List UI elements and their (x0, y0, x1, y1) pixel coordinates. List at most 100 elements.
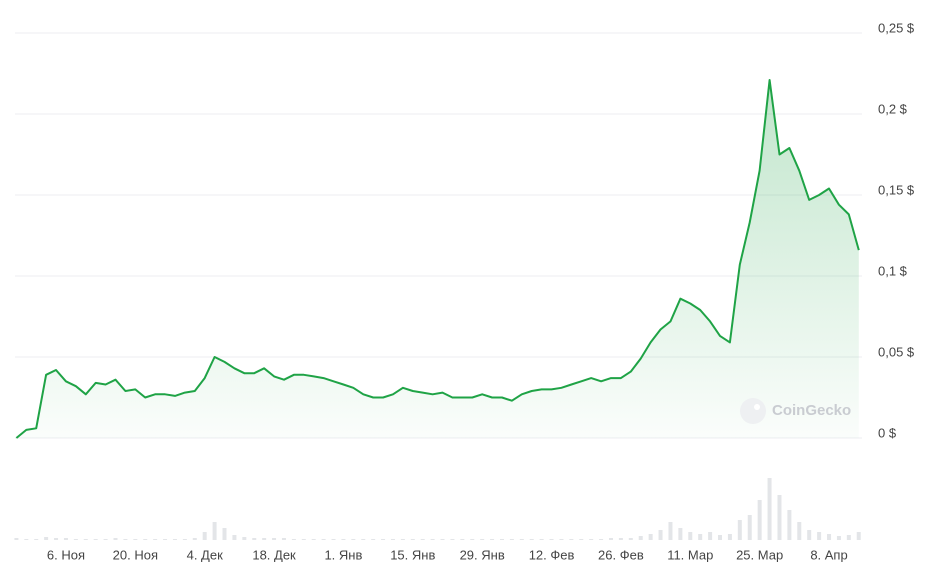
volume-bar (172, 539, 177, 540)
volume-bar (341, 539, 346, 540)
x-tick-label: 8. Апр (810, 547, 847, 562)
y-tick-label: 0,25 $ (878, 20, 915, 35)
volume-bar (737, 520, 742, 540)
watermark-text: CoinGecko (772, 402, 851, 419)
volume-bar (549, 539, 554, 540)
volume-bar (222, 528, 227, 540)
volume-bar (559, 539, 564, 540)
volume-bar (668, 522, 673, 540)
volume-bar (113, 538, 118, 540)
x-tick-label: 20. Ноя (113, 547, 158, 562)
volume-bar (143, 539, 148, 540)
x-tick-label: 11. Мар (667, 547, 713, 562)
volume-bar (599, 539, 604, 540)
volume-bar (93, 539, 98, 540)
volume-bar (63, 538, 68, 540)
volume-bar (212, 522, 217, 540)
volume-bar (192, 538, 197, 540)
volume-bar (718, 535, 723, 540)
volume-bar (609, 538, 613, 540)
volume-bar (262, 538, 267, 540)
volume-bar (509, 539, 514, 540)
volume-bar (390, 539, 395, 540)
y-tick-label: 0 $ (878, 425, 897, 440)
volume-bar (182, 539, 187, 540)
volume-bar (638, 536, 643, 540)
volume-bar (202, 532, 207, 540)
volume-bar (281, 538, 286, 540)
volume-bar (252, 538, 257, 540)
volume-bar (103, 539, 108, 540)
x-tick-label: 26. Фев (598, 547, 644, 562)
volume-bar (777, 495, 782, 540)
volume-bar (579, 539, 584, 540)
volume-bar (767, 478, 772, 540)
volume-bar (133, 539, 138, 540)
volume-bar (827, 534, 832, 540)
y-tick-label: 0,1 $ (878, 263, 908, 278)
volume-bar (14, 538, 19, 540)
volume-bar (83, 539, 88, 540)
volume-bar (410, 539, 415, 540)
volume-bar (480, 539, 485, 540)
volume-bar (529, 539, 534, 540)
volume-bar (34, 539, 39, 540)
volume-bar (648, 534, 653, 540)
volume-bar (163, 539, 168, 540)
volume-bar (856, 532, 861, 540)
volume-bar (658, 530, 663, 540)
volume-bar (232, 535, 237, 540)
volume-bar (747, 515, 752, 540)
watermark-logo (740, 398, 766, 424)
volume-bar (54, 538, 59, 540)
volume-bar (73, 539, 78, 540)
volume-bar (807, 530, 812, 540)
volume-bar (499, 539, 504, 540)
x-tick-label: 12. Фев (529, 547, 575, 562)
volume-bar (430, 539, 435, 540)
volume-bar (490, 539, 495, 540)
volume-bar (836, 536, 841, 540)
volume-bar (272, 538, 277, 540)
x-tick-label: 4. Дек (187, 547, 223, 562)
volume-bar (321, 539, 326, 540)
volume-bar (123, 539, 128, 540)
volume-bar (628, 538, 633, 540)
volume-bar (678, 528, 683, 540)
volume-bar (331, 539, 336, 540)
volume-bar (420, 539, 425, 540)
volume-bar (400, 539, 405, 540)
volume-bar (361, 539, 366, 540)
x-tick-label: 6. Ноя (47, 547, 85, 562)
volume-bar (470, 539, 475, 540)
volume-bar (24, 539, 29, 540)
volume-bar (539, 539, 544, 540)
volume-bar (708, 532, 713, 540)
volume-bar (727, 534, 732, 540)
volume-bar (381, 539, 386, 540)
volume-bar (618, 538, 623, 540)
y-tick-label: 0,15 $ (878, 182, 915, 197)
volume-bar (301, 539, 306, 540)
y-tick-label: 0,05 $ (878, 344, 915, 359)
volume-bar (440, 539, 445, 540)
volume-bar (817, 532, 822, 540)
volume-bar (787, 510, 792, 540)
volume-bar (460, 539, 465, 540)
volume-bar (519, 539, 524, 540)
x-tick-label: 25. Мар (736, 547, 783, 562)
x-tick-label: 1. Янв (324, 547, 362, 562)
volume-bar (44, 537, 49, 540)
volume-bar (450, 539, 455, 540)
volume-bar (371, 539, 376, 540)
volume-bar (569, 539, 574, 540)
watermark-eye (754, 404, 760, 410)
volume-bar (153, 539, 158, 540)
price-area (16, 80, 859, 438)
watermark: CoinGecko (740, 398, 851, 424)
price-line (15, 79, 860, 439)
volume-bar (688, 532, 693, 540)
x-tick-label: 15. Янв (390, 547, 435, 562)
